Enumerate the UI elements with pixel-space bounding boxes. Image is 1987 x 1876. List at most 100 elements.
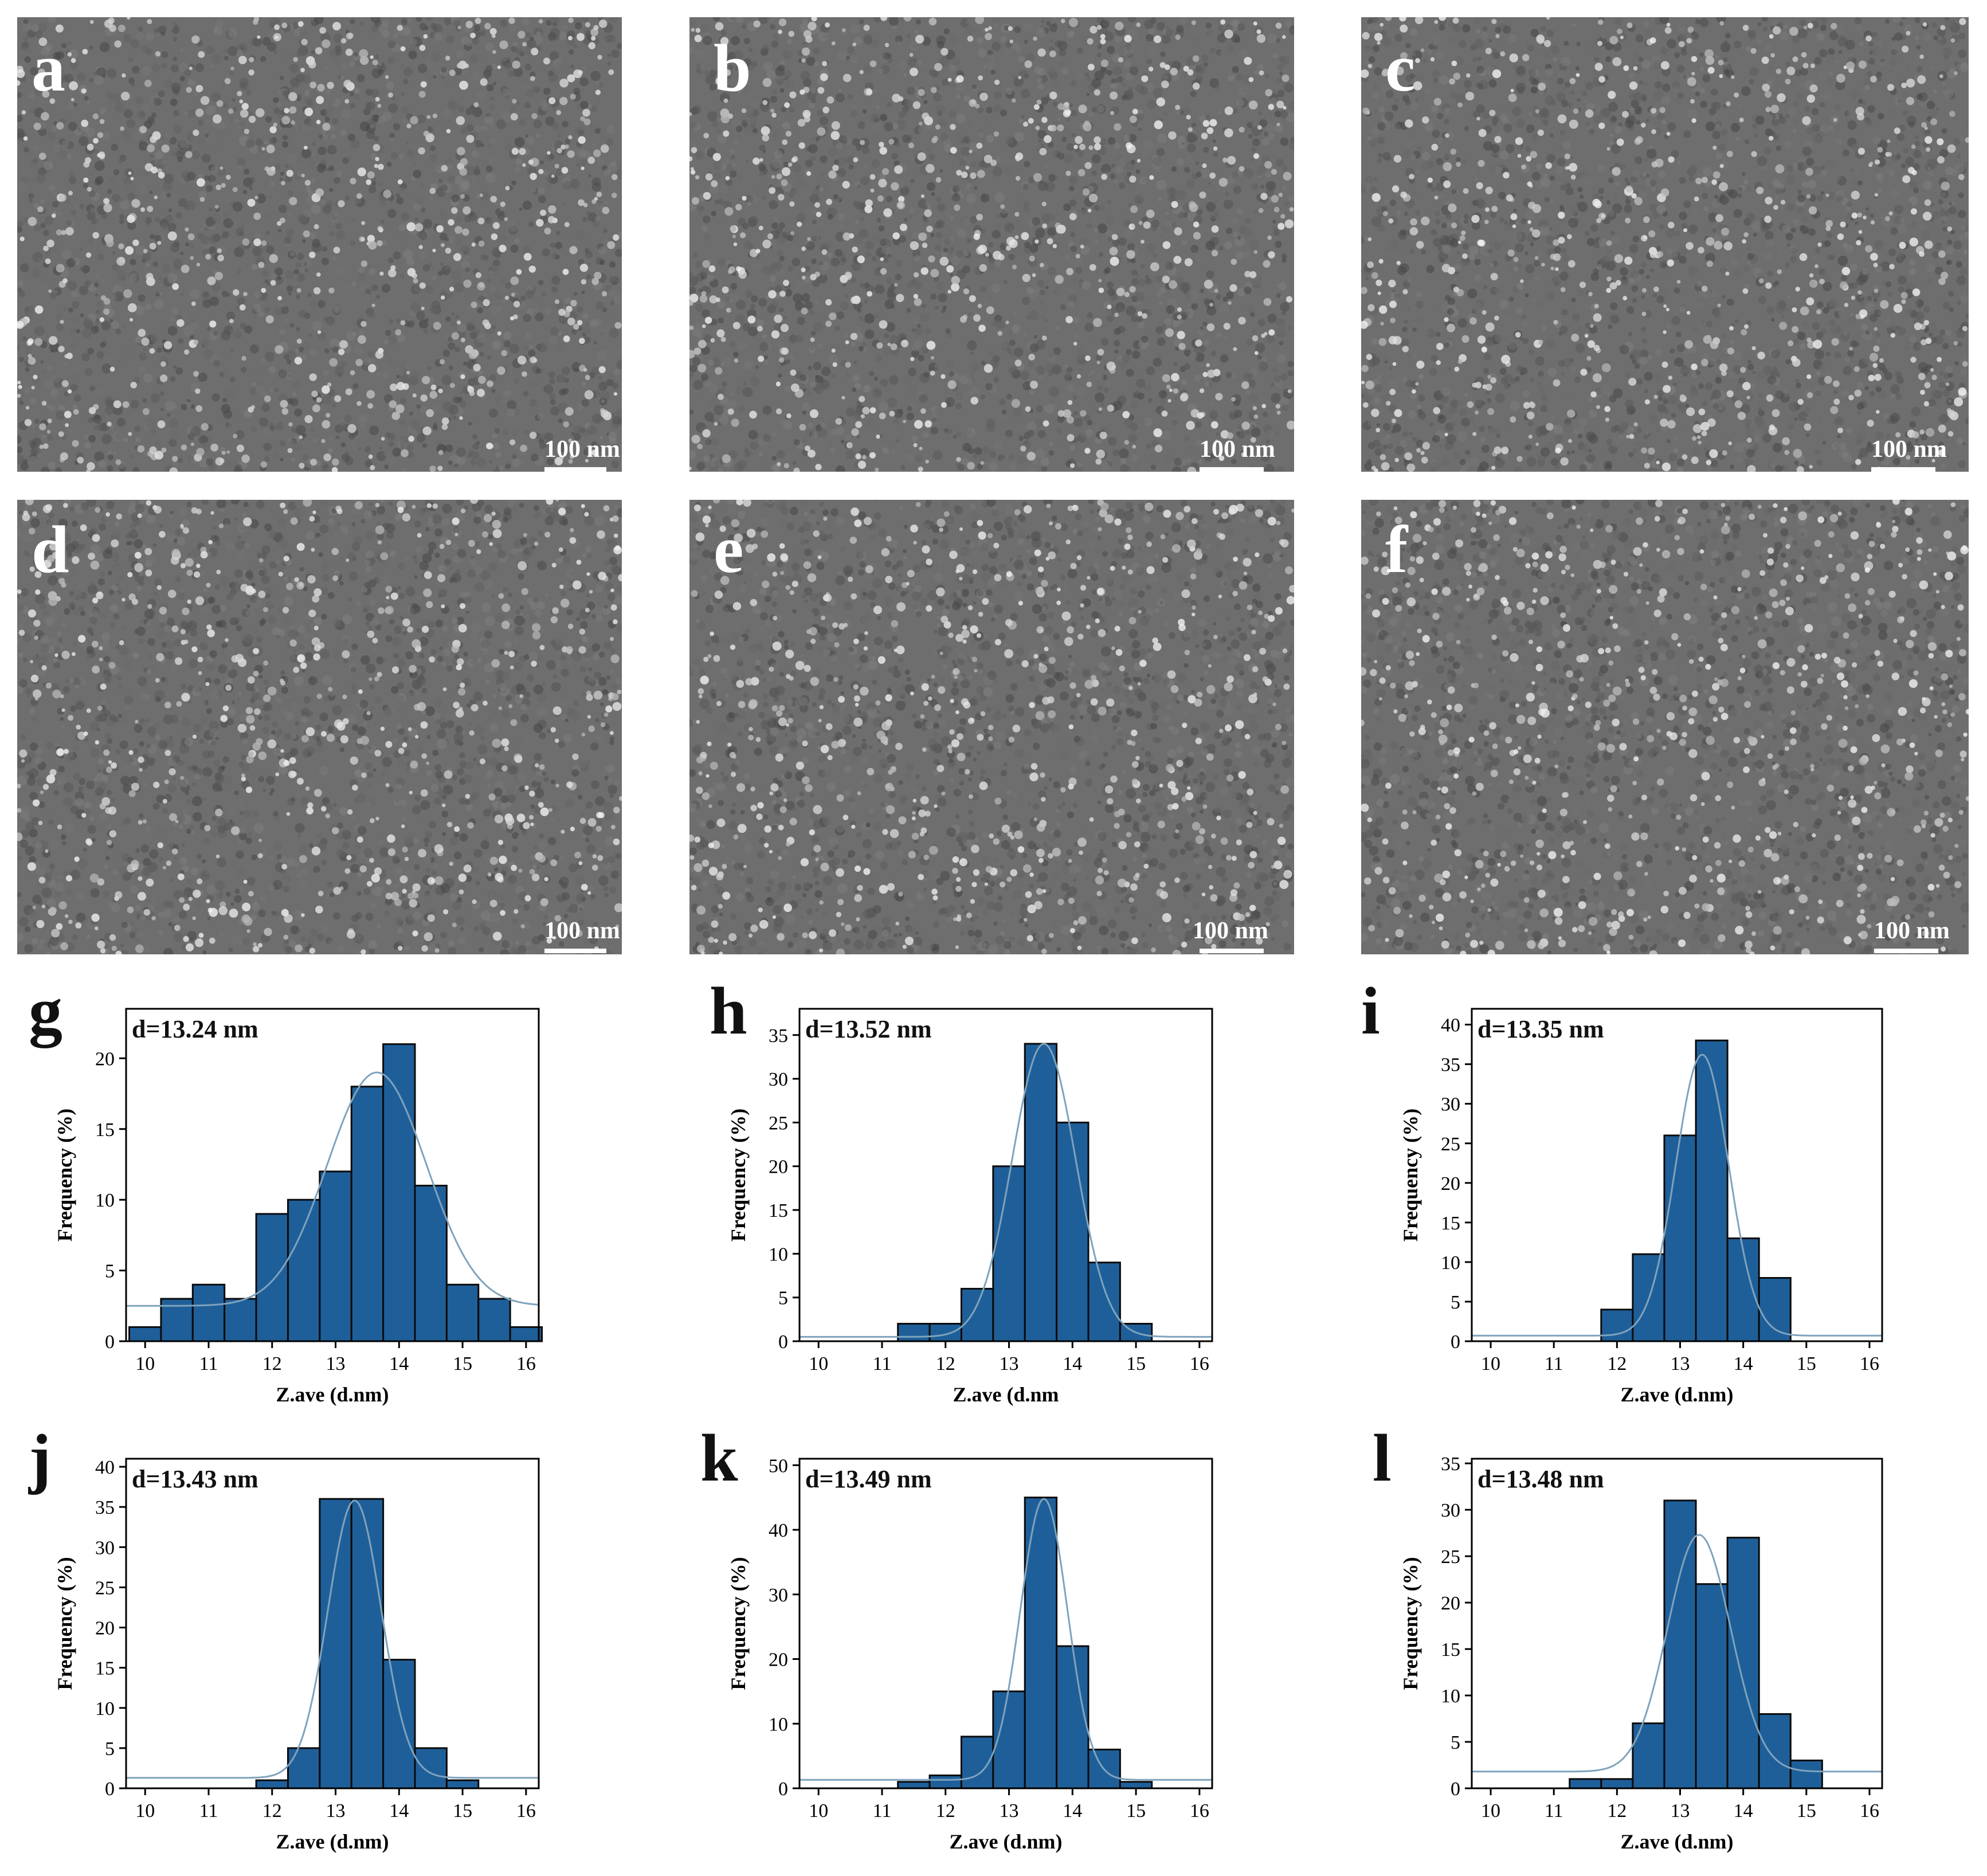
x-tick-label: 15	[453, 1800, 472, 1822]
y-tick-label: 20	[769, 1650, 788, 1671]
sem-texture	[689, 500, 1294, 954]
x-axis-title: Z.ave (d.nm)	[950, 1830, 1063, 1853]
sem-texture	[17, 500, 622, 954]
x-tick-label: 15	[1126, 1800, 1146, 1822]
panel-label-f: f	[1385, 512, 1408, 587]
scale-bar-text: 100 nm	[1200, 436, 1275, 463]
y-tick-label: 30	[769, 1585, 788, 1606]
panel-label-l: l	[1373, 1420, 1392, 1495]
sem-texture	[17, 17, 622, 472]
panel-label-g: g	[29, 973, 62, 1048]
x-tick-label: 15	[1797, 1353, 1816, 1374]
sem-panel-c: c 100 nm	[1361, 17, 1969, 472]
histogram-bar	[1663, 1499, 1697, 1789]
y-axis-title: Frequency (%)	[1399, 1109, 1422, 1241]
histogram-l: 10 11 12 13 14 15 16 0 5 10 15 20 25 30 35 Z.ave (d.nm)…	[1399, 1454, 1883, 1853]
y-tick-label: 0	[778, 1779, 788, 1800]
y-tick-label: 30	[769, 1069, 788, 1090]
y-tick-label: 0	[105, 1331, 115, 1353]
y-tick-label: 5	[1451, 1732, 1460, 1753]
plot-frame	[125, 1458, 540, 1789]
histogram-bar	[1726, 1237, 1760, 1342]
histogram-bar	[1758, 1713, 1792, 1789]
y-tick-label: 25	[769, 1113, 788, 1134]
y-tick-label: 0	[1451, 1779, 1460, 1800]
y-tick-label: 10	[95, 1698, 115, 1720]
histogram-bar	[1695, 1039, 1729, 1342]
x-tick-label: 13	[1671, 1353, 1690, 1374]
y-tick-label: 5	[105, 1738, 115, 1760]
panel-label-b: b	[714, 30, 751, 105]
y-tick-label: 30	[1441, 1094, 1460, 1115]
histogram-bar	[350, 1086, 385, 1342]
x-tick-label: 15	[1797, 1800, 1816, 1822]
sem-panel-f: f 100 nm	[1361, 500, 1969, 954]
x-axis-title: Z.ave (d.nm)	[276, 1830, 389, 1853]
mean-diameter-annotation: d=13.52 nm	[805, 1015, 932, 1043]
gaussian-fit-line	[799, 1498, 1212, 1781]
y-tick-label: 20	[95, 1618, 115, 1639]
x-axis-title: Z.ave (d.nm	[953, 1383, 1059, 1406]
histogram-bar	[191, 1283, 226, 1342]
histogram-bar	[319, 1170, 352, 1342]
histogram-h: 10 11 12 13 14 15 16 0 5 10 15 20 25 30 35 Z.ave (d.nm F…	[727, 1008, 1213, 1406]
histogram-bar	[1056, 1121, 1089, 1342]
y-tick-label: 5	[105, 1261, 115, 1282]
histogram-bar	[928, 1774, 962, 1789]
x-tick-label: 12	[262, 1800, 282, 1822]
scale-bar-text: 100 nm	[1874, 918, 1950, 944]
histogram-bar	[1119, 1781, 1153, 1789]
mean-diameter-annotation: d=13.35 nm	[1477, 1015, 1604, 1043]
x-tick-label: 16	[516, 1353, 536, 1374]
histogram-bar	[1789, 1759, 1823, 1789]
y-tick-label: 40	[1441, 1015, 1460, 1036]
scale-bar-text: 100 nm	[544, 918, 620, 944]
y-tick-label: 5	[1451, 1292, 1460, 1313]
x-tick-label: 14	[1063, 1800, 1082, 1822]
x-tick-label: 13	[1671, 1800, 1690, 1822]
x-tick-label: 11	[1545, 1353, 1563, 1374]
x-tick-label: 10	[135, 1353, 155, 1374]
panel-label-a: a	[32, 30, 65, 105]
y-tick-label: 0	[105, 1779, 115, 1800]
panel-label-c: c	[1385, 30, 1416, 105]
y-axis-title: Frequency (%)	[53, 1109, 76, 1241]
histogram-bar	[1663, 1134, 1697, 1342]
histogram-j: 10 11 12 13 14 15 16 0 5 10 15 20 25 30 35 40 Z.ave (d.n…	[53, 1457, 540, 1853]
y-tick-label: 0	[1451, 1331, 1460, 1353]
x-tick-label: 11	[873, 1800, 892, 1822]
scale-bar-line	[544, 949, 606, 953]
scale-bar-text: 100 nm	[1193, 918, 1268, 944]
x-tick-label: 10	[1481, 1353, 1500, 1374]
histogram-bar	[382, 1659, 416, 1789]
histogram-bar	[960, 1287, 994, 1342]
gaussian-fit-line	[1472, 1053, 1882, 1337]
y-tick-label: 25	[95, 1577, 115, 1599]
x-tick-label: 13	[326, 1800, 346, 1822]
histogram-bar	[128, 1326, 162, 1342]
y-tick-label: 10	[1441, 1686, 1460, 1707]
x-tick-label: 16	[1190, 1353, 1209, 1374]
scale-bar-text: 100 nm	[1871, 436, 1947, 463]
plot-frame	[798, 1008, 1213, 1342]
mean-diameter-annotation: d=13.48 nm	[1477, 1465, 1604, 1493]
y-tick-label: 30	[95, 1537, 115, 1558]
histogram-bar	[414, 1747, 448, 1789]
x-tick-label: 14	[1063, 1353, 1082, 1374]
mean-diameter-annotation: d=13.43 nm	[132, 1465, 258, 1493]
y-tick-label: 35	[769, 1025, 788, 1047]
x-tick-label: 10	[1481, 1800, 1500, 1822]
y-tick-label: 10	[769, 1244, 788, 1265]
x-tick-label: 14	[1734, 1800, 1753, 1822]
x-tick-label: 13	[326, 1353, 346, 1374]
sem-texture	[1361, 500, 1969, 954]
mean-diameter-annotation: d=13.24 nm	[132, 1015, 258, 1043]
y-axis-title: Frequency (%)	[727, 1109, 750, 1241]
histogram-bar	[445, 1779, 480, 1789]
y-tick-label: 15	[1441, 1639, 1460, 1660]
x-tick-label: 12	[936, 1800, 955, 1822]
x-tick-label: 14	[389, 1800, 409, 1822]
histogram-bar	[1087, 1262, 1121, 1342]
x-tick-label: 16	[1860, 1800, 1879, 1822]
y-axis-title: Frequency (%)	[1399, 1557, 1422, 1690]
